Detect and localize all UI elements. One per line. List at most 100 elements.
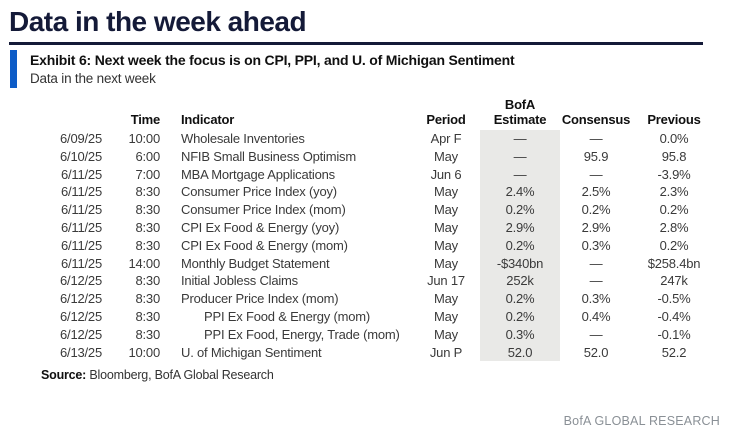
source-text: Bloomberg, BofA Global Research (86, 368, 274, 383)
cell-time: 14:00 (128, 255, 160, 271)
cell-date: 6/09/25 (60, 130, 102, 146)
cell-bofa-estimate: — (480, 147, 560, 166)
cell-bofa-estimate: 2.4% (480, 183, 560, 202)
cell-period: Jun 6 (430, 166, 462, 182)
column-header-period: Period (426, 112, 466, 128)
column-header-consensus: Consensus (561, 112, 631, 128)
column-header-time: Time (130, 112, 161, 128)
cell-indicator: Consumer Price Index (yoy) (181, 184, 337, 200)
page-title: Data in the week ahead (9, 6, 307, 37)
cell-time: 7:00 (135, 166, 160, 182)
cell-date: 6/11/25 (60, 219, 102, 235)
table-row: 6/10/25 6:00 NFIB Small Business Optimis… (40, 147, 716, 166)
cell-consensus: 2.5% (581, 184, 611, 200)
cell-period: May (434, 255, 458, 271)
brand-footer: BofA GLOBAL RESEARCH (563, 414, 720, 428)
table-row: 6/09/25 10:00 Wholesale Inventories Apr … (40, 129, 716, 148)
cell-bofa-estimate: 52.0 (480, 343, 560, 362)
column-header-bofa-estimate: BofA Estimate (480, 97, 560, 130)
source-label: Source: (41, 368, 87, 383)
cell-indicator: NFIB Small Business Optimism (181, 148, 356, 164)
cell-previous: 95.8 (661, 148, 687, 164)
table-row: 6/11/25 8:30 CPI Ex Food & Energy (yoy) … (40, 218, 716, 237)
title-rule (9, 41, 703, 45)
cell-period: Jun P (429, 344, 463, 360)
cell-indicator: MBA Mortgage Applications (181, 166, 335, 182)
cell-period: May (434, 308, 458, 324)
cell-date: 6/11/25 (60, 184, 102, 200)
table-row: 6/12/25 8:30 Initial Jobless Claims Jun … (40, 272, 716, 291)
table-row: 6/12/25 8:30 PPI Ex Food & Energy (mom) … (40, 307, 716, 326)
cell-bofa-estimate: 2.9% (480, 218, 560, 237)
cell-bofa-estimate: 252k (480, 272, 560, 291)
cell-date: 6/12/25 (60, 326, 102, 342)
cell-consensus: 0.3% (581, 291, 611, 307)
table-row: 6/11/25 7:00 MBA Mortgage Applications J… (40, 165, 716, 184)
cell-previous: 2.8% (659, 219, 689, 235)
cell-consensus: — (589, 166, 603, 182)
cell-date: 6/10/25 (60, 148, 102, 164)
table-header: Time Indicator Period BofA Estimate Cons… (40, 97, 716, 130)
cell-time: 8:30 (135, 326, 160, 342)
cell-bofa-estimate: 0.2% (480, 236, 560, 255)
cell-period: May (434, 291, 458, 307)
column-header-date (40, 98, 102, 130)
cell-period: May (434, 184, 458, 200)
column-header-bofa-estimate-line2: Estimate (493, 112, 547, 128)
cell-previous: 52.2 (661, 344, 687, 360)
cell-previous: -3.9% (657, 166, 691, 182)
exhibit-title: Exhibit 6: Next week the focus is on CPI… (30, 51, 515, 68)
table-row: 6/12/25 8:30 Producer Price Index (mom) … (40, 290, 716, 308)
table-row: 6/13/25 10:00 U. of Michigan Sentiment J… (40, 343, 716, 362)
table-row: 6/11/25 8:30 CPI Ex Food & Energy (mom) … (40, 236, 716, 255)
cell-indicator: Producer Price Index (mom) (181, 291, 339, 307)
cell-previous: 0.2% (659, 237, 689, 253)
cell-time: 8:30 (135, 219, 160, 235)
cell-consensus: — (589, 273, 603, 289)
cell-indicator: U. of Michigan Sentiment (181, 344, 322, 360)
cell-period: Apr F (430, 130, 462, 146)
cell-consensus: 0.4% (581, 308, 611, 324)
cell-period: May (434, 148, 458, 164)
cell-previous: 0.0% (659, 130, 689, 146)
cell-indicator: Monthly Budget Statement (181, 255, 330, 271)
exhibit-accent-bar (10, 49, 17, 89)
cell-time: 10:00 (128, 130, 160, 146)
table-row: 6/11/25 8:30 Consumer Price Index (yoy) … (40, 183, 716, 202)
cell-previous: $258.4bn (647, 255, 701, 271)
exhibit-titles: Exhibit 6: Next week the focus is on CPI… (30, 50, 515, 89)
cell-consensus: 52.0 (583, 344, 609, 360)
cell-period: May (434, 237, 458, 253)
cell-previous: -0.1% (657, 326, 691, 342)
cell-indicator: Consumer Price Index (mom) (181, 202, 346, 218)
cell-bofa-estimate: — (480, 165, 560, 184)
cell-indicator: PPI Ex Food, Energy, Trade (mom) (204, 326, 400, 342)
cell-indicator: PPI Ex Food & Energy (mom) (204, 308, 371, 324)
cell-consensus: 95.9 (583, 148, 609, 164)
cell-time: 8:30 (135, 273, 160, 289)
cell-date: 6/11/25 (60, 255, 102, 271)
cell-previous: 2.3% (659, 184, 689, 200)
cell-time: 8:30 (135, 237, 160, 253)
cell-consensus: — (589, 130, 603, 146)
cell-previous: 0.2% (659, 202, 689, 218)
economic-data-table: Time Indicator Period BofA Estimate Cons… (40, 97, 716, 362)
cell-date: 6/13/25 (60, 344, 102, 360)
column-header-indicator: Indicator (181, 112, 235, 128)
cell-period: May (434, 219, 458, 235)
cell-time: 8:30 (135, 291, 160, 307)
cell-indicator: Initial Jobless Claims (181, 273, 298, 289)
cell-date: 6/12/25 (60, 308, 102, 324)
cell-period: May (434, 202, 458, 218)
cell-consensus: 2.9% (581, 219, 611, 235)
cell-bofa-estimate: — (480, 129, 560, 148)
report-page: Data in the week ahead Exhibit 6: Next w… (0, 5, 734, 439)
cell-previous: 247k (660, 273, 688, 289)
table-body: 6/09/25 10:00 Wholesale Inventories Apr … (40, 129, 716, 362)
cell-bofa-estimate: 0.2% (480, 201, 560, 219)
cell-time: 6:00 (135, 148, 160, 164)
cell-date: 6/11/25 (60, 237, 102, 253)
cell-consensus: 0.2% (581, 202, 611, 218)
cell-consensus: — (589, 255, 603, 271)
cell-date: 6/12/25 (60, 273, 102, 289)
